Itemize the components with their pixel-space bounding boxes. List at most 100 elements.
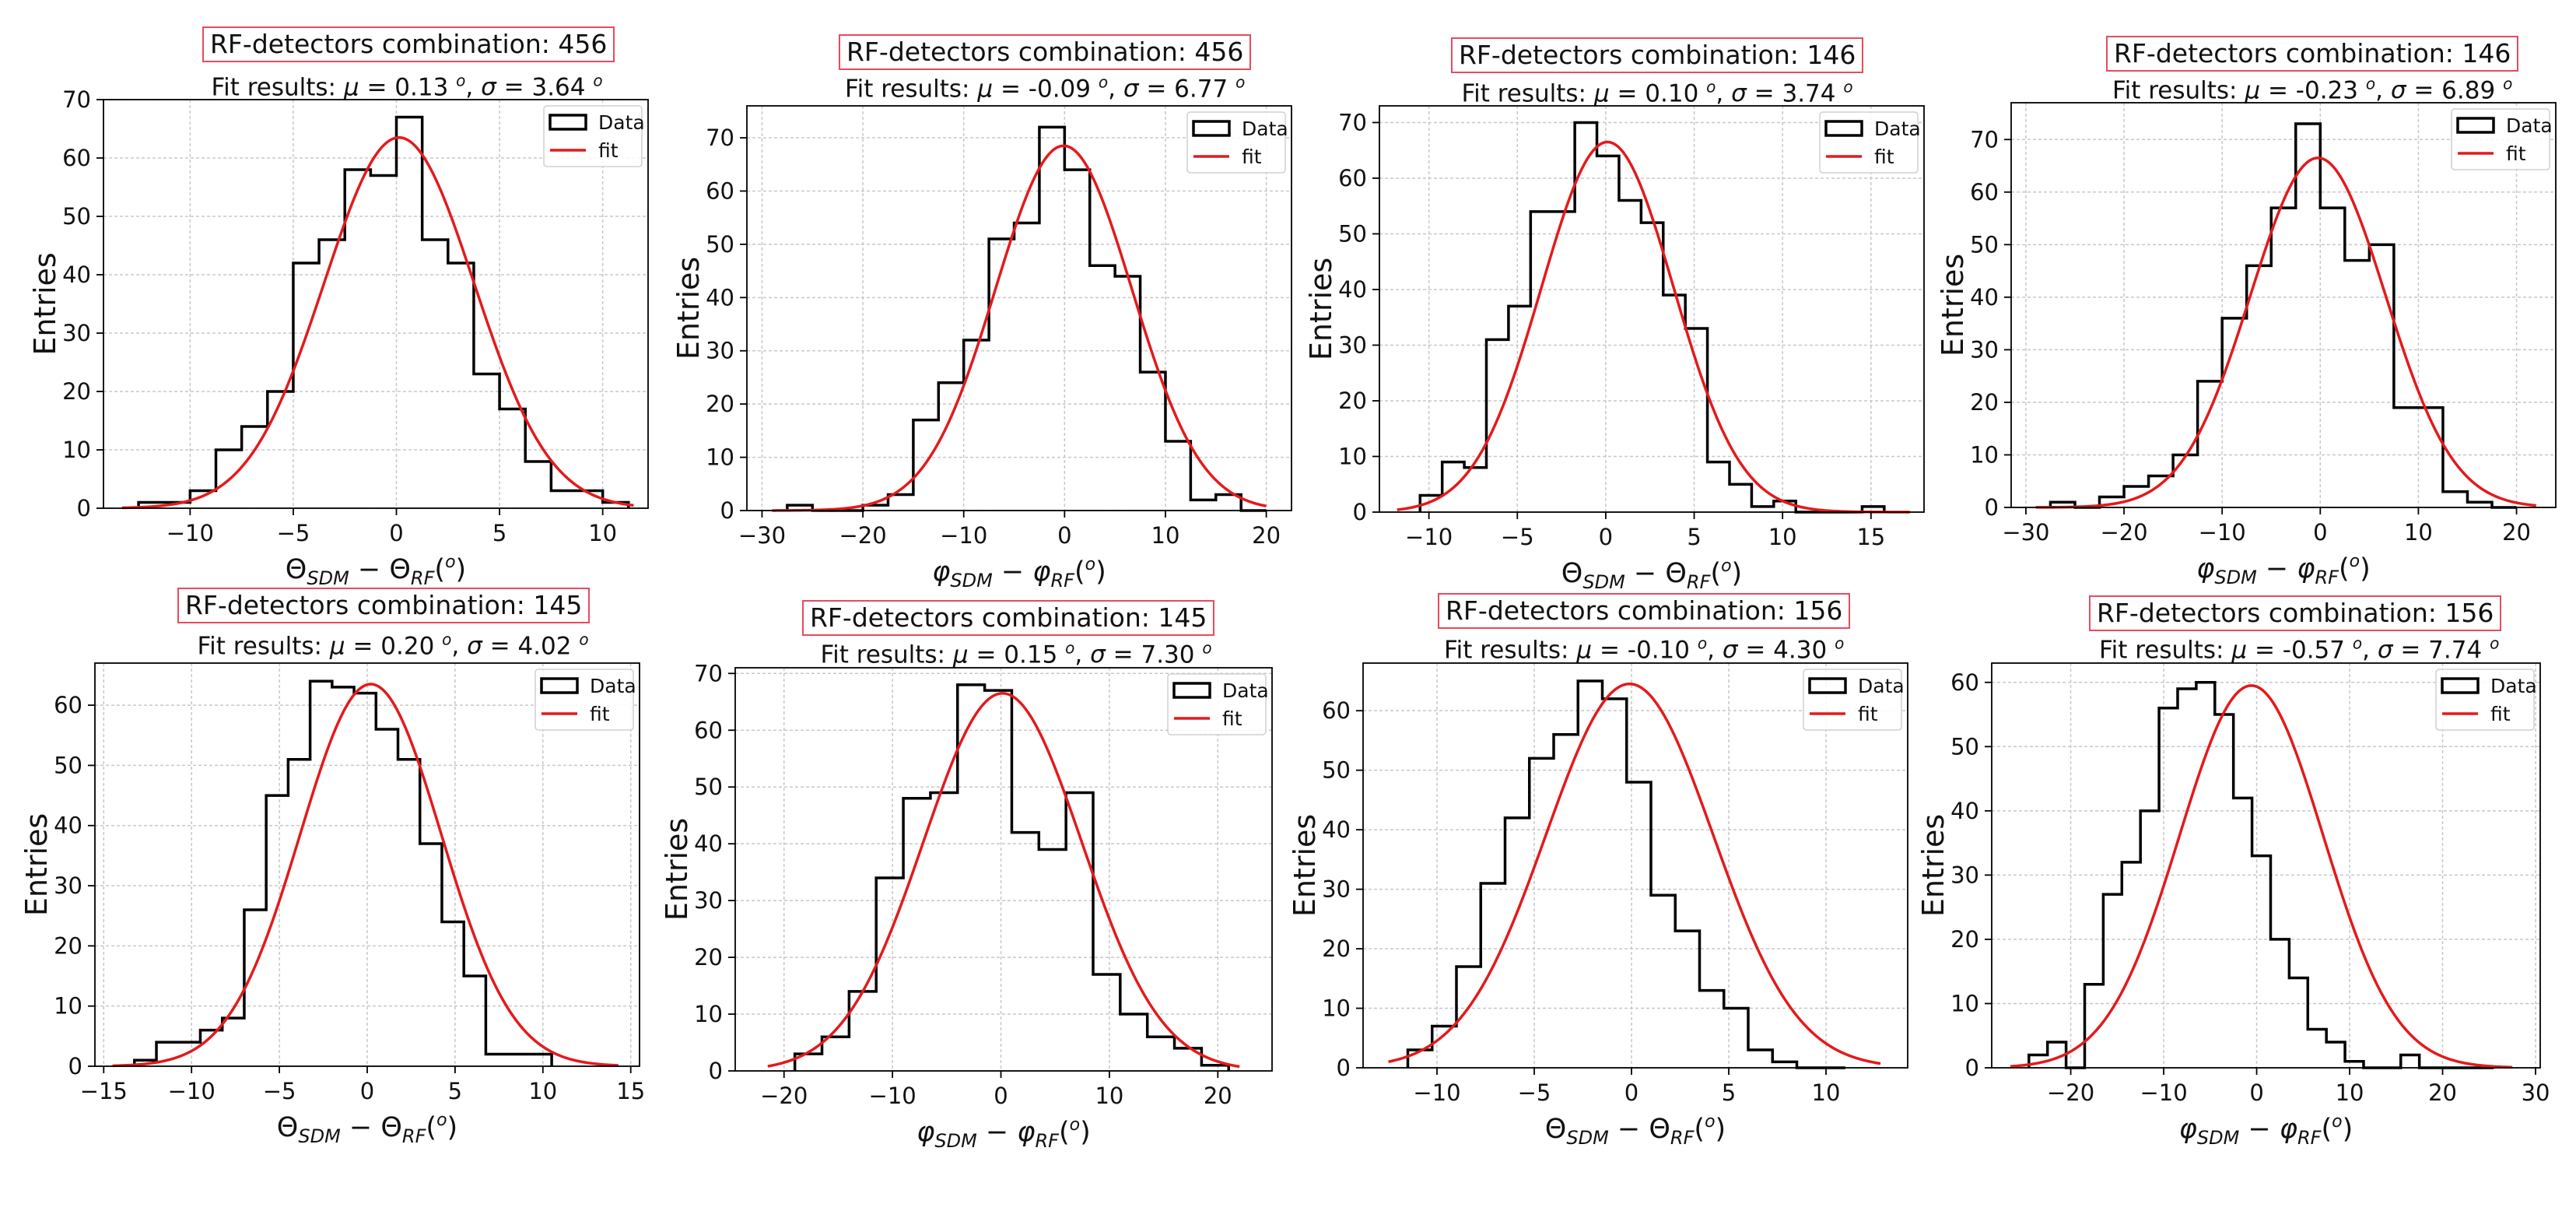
y-tick-label: 10 — [706, 444, 734, 471]
x-tick-label: −20 — [760, 1083, 808, 1109]
histogram-bin — [787, 505, 812, 511]
histogram-bin — [156, 1042, 178, 1066]
x-tick-label: −10 — [940, 522, 987, 549]
histogram-bin — [332, 687, 354, 1066]
axes-frame — [103, 99, 649, 509]
y-tick-label: 20 — [54, 932, 82, 959]
x-tick-label: −30 — [2002, 519, 2049, 546]
x-tick-label: −10 — [2140, 1079, 2187, 1106]
x-tick-label: 10 — [1095, 1083, 1123, 1109]
fit-label: Fit results: — [820, 641, 946, 669]
y-tick-label: 0 — [1337, 1055, 1351, 1081]
histogram-bin — [354, 693, 376, 1066]
legend-fit-label: fit — [1242, 146, 1262, 168]
histogram-bin — [474, 374, 499, 509]
histogram-bin — [200, 1030, 222, 1066]
histogram-bin — [1039, 849, 1066, 1071]
x-tick-label: 30 — [2522, 1079, 2550, 1106]
histogram-bin — [1190, 500, 1215, 511]
legend-data-label: Data — [598, 111, 645, 134]
y-axis-label: Entries — [19, 813, 54, 916]
histogram-bin — [242, 426, 268, 508]
y-tick-label: 0 — [720, 497, 734, 524]
data-histogram — [1406, 679, 1845, 1069]
x-tick-label: −20 — [2047, 1079, 2094, 1106]
histogram-bin — [795, 1054, 822, 1071]
histogram-bin — [1420, 496, 1442, 512]
fit-mu: 0.15 — [1004, 641, 1058, 669]
x-tick-label: 5 — [448, 1078, 462, 1104]
histogram-bin — [2140, 811, 2159, 1068]
histogram-bin — [508, 1055, 530, 1066]
y-tick-label: 60 — [1338, 165, 1367, 191]
legend-data-swatch — [2441, 677, 2480, 694]
histogram-bin — [319, 240, 345, 508]
axes-frame — [1362, 662, 1908, 1069]
histogram-bin — [370, 176, 396, 509]
data-histogram — [137, 115, 630, 508]
legend: Data fit — [1819, 111, 1921, 174]
y-tick-label: 50 — [694, 774, 723, 800]
y-tick-label: 10 — [1322, 995, 1351, 1022]
legend-data-swatch — [1172, 682, 1211, 699]
data-histogram — [793, 683, 1230, 1071]
histogram-bin — [2084, 985, 2103, 1068]
x-axis-label: φSDM − φRF(o) — [2179, 1112, 2353, 1149]
y-tick-label: 30 — [1322, 876, 1351, 903]
fit-mu: -0.10 — [1627, 636, 1690, 665]
histogram-bin — [398, 760, 420, 1066]
y-tick-label: 10 — [62, 437, 91, 463]
fit-curve — [112, 683, 619, 1068]
x-tick-label: 10 — [588, 520, 617, 546]
legend-fit-label: fit — [2506, 142, 2526, 165]
chart-title: RF-detectors combination: 456 — [202, 26, 615, 62]
fit-results: Fit results: μ = -0.10 o, σ = 4.30 o — [1444, 634, 1845, 665]
x-tick-label: −10 — [1405, 524, 1453, 550]
histogram-bin — [1774, 501, 1796, 512]
histogram-bin — [1481, 883, 1505, 1068]
x-tick-label: −10 — [869, 1083, 916, 1109]
histogram-bin — [448, 263, 474, 508]
histogram-bin — [958, 685, 985, 1071]
legend-data-swatch — [548, 114, 587, 131]
histogram-bin — [551, 491, 577, 509]
legend: Data fit — [2451, 108, 2553, 170]
x-tick-label: 0 — [1057, 522, 1071, 549]
x-tick-label: 20 — [2428, 1079, 2457, 1106]
legend: Data fit — [543, 105, 645, 167]
histogram-bin — [1432, 1026, 1456, 1068]
y-tick-label: 20 — [706, 391, 734, 417]
y-tick-label: 70 — [706, 125, 734, 151]
histogram-bin — [1456, 967, 1481, 1068]
fit-curve — [1397, 140, 1910, 514]
histogram-bin — [1039, 127, 1064, 511]
histogram-bin — [1724, 1009, 1748, 1068]
fit-label: Fit results: — [2112, 76, 2238, 105]
histogram-bin — [985, 690, 1012, 1071]
histogram-bin — [1675, 931, 1699, 1068]
y-tick-label: 0 — [1965, 1055, 1979, 1081]
y-tick-label: 60 — [1322, 697, 1351, 724]
y-axis-label: Entries — [671, 257, 706, 360]
histogram-bin — [288, 760, 310, 1066]
histogram-bin — [1015, 223, 1039, 511]
x-tick-label: 0 — [994, 1083, 1008, 1109]
legend-data-label: Data — [2506, 114, 2553, 137]
x-tick-label: 10 — [528, 1078, 557, 1104]
x-tick-label: 15 — [616, 1078, 645, 1104]
histogram-bin — [2122, 862, 2140, 1068]
histogram-bin — [1120, 1014, 1148, 1071]
legend: Data fit — [1186, 111, 1288, 174]
y-tick-label: 60 — [1950, 669, 1979, 696]
fit-curve — [121, 136, 634, 510]
histogram-bin — [1708, 462, 1730, 512]
histogram-bin — [1685, 328, 1707, 512]
histogram-bin — [2345, 261, 2370, 507]
histogram-bin — [2196, 683, 2215, 1068]
y-tick-label: 20 — [1970, 389, 1999, 416]
histogram-bin — [1442, 462, 1464, 512]
histogram-bin — [2029, 1055, 2048, 1068]
histogram-bin — [190, 491, 216, 509]
chart-title: RF-detectors combination: 145 — [177, 588, 591, 623]
